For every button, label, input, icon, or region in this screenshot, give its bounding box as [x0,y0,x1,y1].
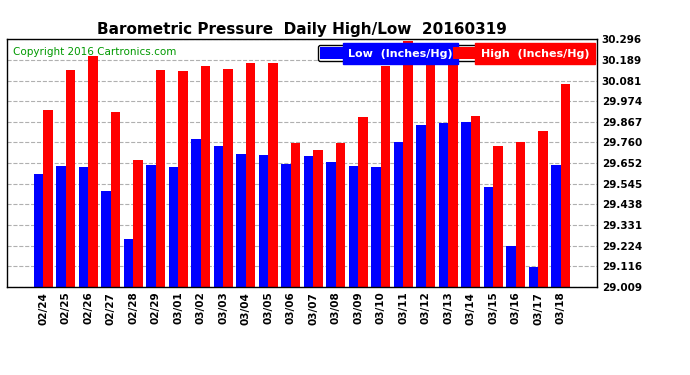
Bar [214,146,223,287]
Bar [358,117,368,287]
Bar [282,164,290,287]
Bar [471,117,480,287]
Bar [133,160,143,287]
Bar [146,165,156,287]
Bar [493,146,502,287]
Bar [101,190,110,287]
Bar [515,142,525,287]
Text: Copyright 2016 Cartronics.com: Copyright 2016 Cartronics.com [13,47,176,57]
Bar [156,70,165,287]
Bar [88,56,97,287]
Bar [560,84,570,287]
Bar [313,150,322,287]
Bar [43,110,52,287]
Bar [348,165,358,287]
Bar [439,123,448,287]
Bar [304,156,313,287]
Bar [506,246,515,287]
Bar [110,112,120,287]
Bar [168,168,178,287]
Bar [223,69,233,287]
Bar [484,187,493,287]
Bar [426,63,435,287]
Bar [381,66,390,287]
Bar [34,174,43,287]
Bar [448,63,457,287]
Bar [371,168,381,287]
Bar [124,238,133,287]
Bar [394,142,403,287]
Bar [178,71,188,287]
Bar [403,40,413,287]
Bar [268,63,277,287]
Bar [538,131,548,287]
Bar [326,162,335,287]
Bar [56,165,66,287]
Bar [529,267,538,287]
Title: Barometric Pressure  Daily High/Low  20160319: Barometric Pressure Daily High/Low 20160… [97,22,507,37]
Bar [290,143,300,287]
Bar [335,143,345,287]
Bar [79,168,88,287]
Bar [201,66,210,287]
Bar [551,165,560,287]
Legend: Low  (Inches/Hg), High  (Inches/Hg): Low (Inches/Hg), High (Inches/Hg) [318,45,591,61]
Bar [236,154,246,287]
Bar [461,122,471,287]
Bar [259,155,268,287]
Bar [416,125,426,287]
Bar [246,63,255,287]
Bar [191,139,201,287]
Bar [66,70,75,287]
